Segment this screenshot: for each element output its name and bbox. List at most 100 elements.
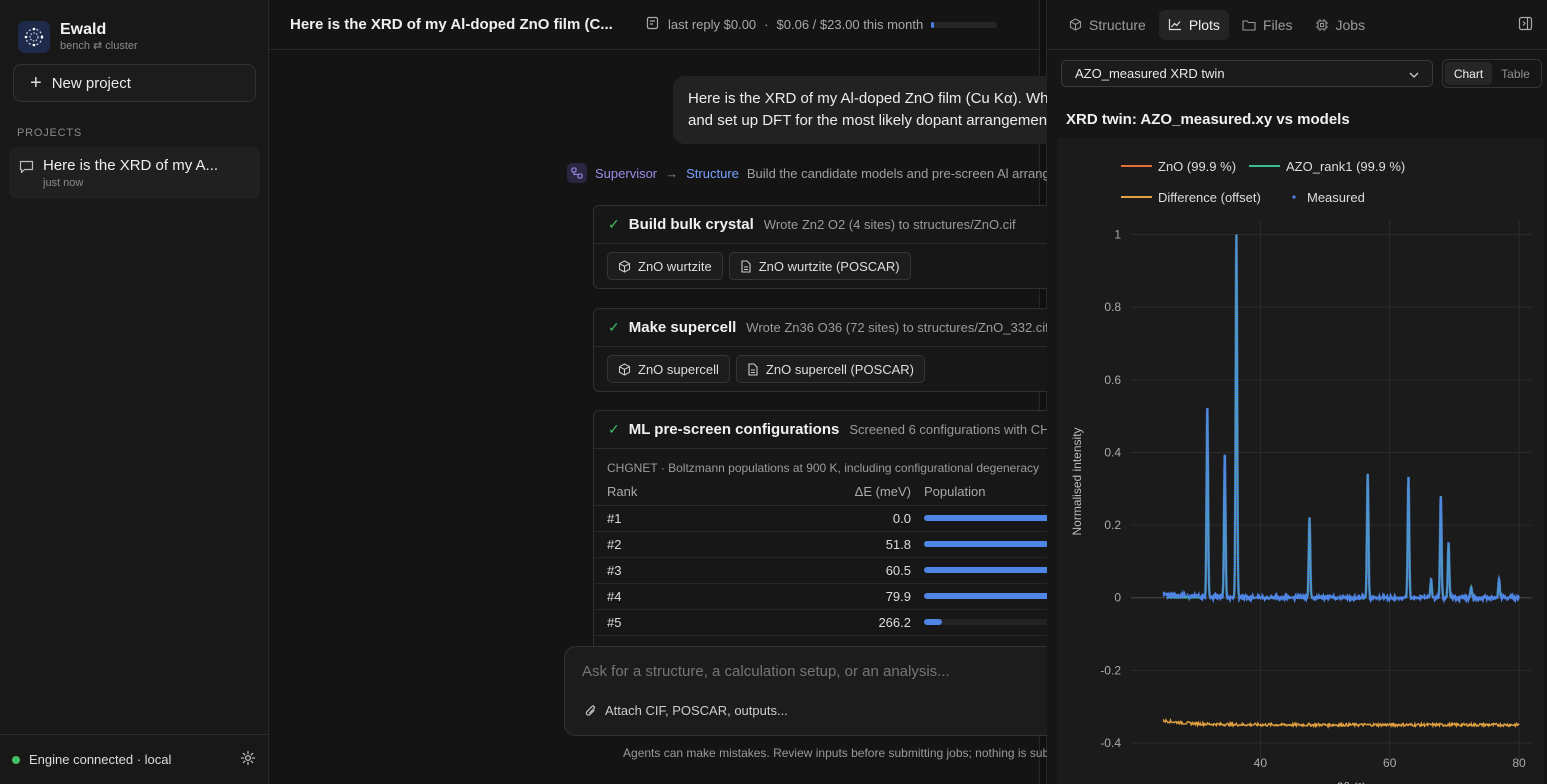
month-cost: $0.06 / $23.00 this month (776, 17, 924, 32)
x-axis-label: 2θ (°) (1337, 780, 1366, 784)
series-line-difference (1162, 717, 1520, 729)
delta-e-cell: 60.5 (694, 557, 924, 584)
legend-entry: ZnO (99.9 %) (1158, 159, 1236, 174)
tab-plots[interactable]: Plots (1158, 9, 1229, 40)
tab-label: Plots (1188, 16, 1220, 33)
artifact-chips: ZnO wurtzite ZnO wurtzite (POSCAR) (594, 244, 1280, 288)
tab-label: Structure (1089, 16, 1146, 33)
artifact-chip[interactable]: ZnO wurtzite (POSCAR) (728, 252, 911, 280)
gear-icon[interactable] (240, 750, 256, 769)
cost-summary: last reply $0.00 · $0.06 / $23.00 this m… (646, 16, 998, 33)
project-item[interactable]: Here is the XRD of my A... just now (9, 147, 260, 199)
rank-cell: #5 (594, 609, 694, 636)
app-logo (18, 20, 50, 53)
folder-icon (1242, 19, 1256, 31)
rank-cell: #1 (594, 505, 694, 532)
x-tick-label: 60 (1383, 756, 1397, 770)
sidebar: Ewald bench ⇄ cluster + New project PROJ… (0, 0, 269, 784)
chip-label: ZnO wurtzite (638, 258, 712, 274)
cube-icon (618, 259, 631, 273)
brand-name: Ewald (60, 20, 107, 38)
x-tick-label: 40 (1254, 756, 1268, 770)
rank-cell: #2 (594, 531, 694, 558)
new-project-label: New project (51, 74, 131, 92)
tab-label: Jobs (1335, 16, 1366, 33)
population-bar-fill (924, 593, 1056, 599)
legend-entry: Difference (offset) (1158, 190, 1261, 205)
artifact-chip[interactable]: ZnO wurtzite (607, 252, 723, 280)
step-header[interactable]: ✓ Make supercell Wrote Zn36 O36 (72 site… (594, 309, 1280, 347)
delta-e-cell: 0.0 (694, 505, 924, 532)
route-from: Supervisor (595, 165, 658, 181)
engine-status-bar: Engine connected · local (0, 734, 268, 784)
collapse-panel-icon[interactable] (1518, 16, 1533, 34)
cube-icon (1069, 18, 1082, 31)
status-dot-icon (12, 755, 20, 764)
arrow-right-icon: → (665, 165, 679, 181)
delta-e-cell: 266.2 (694, 609, 924, 636)
chat-area: Here is the XRD of my Al-doped ZnO film … (269, 0, 1281, 784)
chart-icon (1168, 19, 1181, 31)
y-tick-label: -0.2 (1100, 663, 1121, 677)
step-description: Wrote Zn36 O36 (72 sites) to structures/… (746, 320, 1049, 335)
receipt-icon (646, 16, 659, 33)
series-markers-measured (1162, 234, 1521, 605)
artifact-chip[interactable]: ZnO supercell (607, 355, 730, 383)
project-title: Here is the XRD of my A... (43, 157, 219, 174)
y-tick-label: 0 (1114, 591, 1121, 605)
y-tick-label: 0.8 (1104, 300, 1121, 314)
check-icon: ✓ (608, 319, 620, 335)
chat-title: Here is the XRD of my Al-doped ZnO film … (290, 16, 613, 33)
plot-title: XRD twin: AZO_measured.xy vs models (1066, 111, 1350, 128)
delta-e-cell: 51.8 (694, 531, 924, 558)
panel-resize-handle[interactable] (1039, 0, 1047, 784)
artifact-chip[interactable]: ZnO supercell (POSCAR) (735, 355, 926, 383)
population-bar-fill (924, 619, 942, 625)
tab-jobs[interactable]: Jobs (1306, 10, 1375, 40)
xrd-chart-svg: -0.4 -0.2 0 0.2 0.4 0.6 0.8 1 40 60 80 Normalised i… (1070, 159, 1532, 784)
cube-icon (618, 362, 631, 376)
cpu-icon (1315, 18, 1328, 31)
file-icon (748, 362, 758, 376)
screening-subtitle: CHGNET · Boltzmann populations at 900 K,… (607, 461, 1040, 475)
chevron-down-icon (1409, 66, 1419, 81)
new-project-button[interactable]: + New project (13, 64, 256, 102)
rank-cell: #3 (594, 557, 694, 584)
message-input[interactable] (582, 663, 1182, 680)
plot-select[interactable]: AZO_measured XRD twin (1061, 60, 1433, 87)
step-header[interactable]: ✓ Build bulk crystal Wrote Zn2 O2 (4 sit… (594, 206, 1280, 244)
tab-files[interactable]: Files (1233, 10, 1302, 40)
plot-select-value: AZO_measured XRD twin (1075, 66, 1225, 81)
column-header-rank: Rank (594, 479, 694, 506)
last-reply-cost: last reply $0.00 (668, 17, 757, 32)
projects-heading: PROJECTS (17, 127, 83, 139)
y-tick-label: -0.4 (1100, 736, 1121, 750)
panel-tabs: Structure Plots Files Jobs (1047, 0, 1547, 50)
view-table-button[interactable]: Table (1501, 66, 1530, 81)
step-title: Build bulk crystal (628, 216, 754, 233)
legend-entry: AZO_rank1 (99.9 %) (1286, 159, 1405, 174)
chat-header: Here is the XRD of my Al-doped ZnO film … (269, 0, 1039, 50)
tab-structure[interactable]: Structure (1060, 10, 1155, 40)
project-time: just now (43, 177, 84, 189)
y-tick-label: 0.6 (1104, 373, 1121, 387)
attach-button[interactable]: Attach CIF, POSCAR, outputs... (585, 703, 788, 718)
rank-cell: #4 (594, 583, 694, 610)
view-chart-button[interactable]: Chart (1445, 62, 1492, 85)
x-tick-label: 80 (1512, 756, 1526, 770)
artifact-chips: ZnO supercell ZnO supercell (POSCAR) (594, 347, 1280, 391)
xrd-chart: -0.4 -0.2 0 0.2 0.4 0.6 0.8 1 40 60 80 Normalised i… (1057, 138, 1544, 784)
brand-subtitle: bench ⇄ cluster (60, 39, 138, 52)
right-panel: Structure Plots Files Jobs AZO_measured … (1047, 0, 1547, 784)
column-header-de: ΔE (meV) (694, 479, 924, 506)
y-tick-label: 0.2 (1104, 518, 1121, 532)
check-icon: ✓ (608, 216, 620, 232)
legend-entry: Measured (1307, 190, 1365, 205)
plus-icon: + (30, 72, 42, 94)
route-to: Structure (686, 165, 739, 181)
y-tick-label: 1 (1114, 228, 1121, 242)
paperclip-icon (585, 705, 595, 716)
delta-e-cell: 79.9 (694, 583, 924, 610)
chat-bubble-icon (19, 160, 35, 177)
check-icon: ✓ (608, 421, 620, 437)
